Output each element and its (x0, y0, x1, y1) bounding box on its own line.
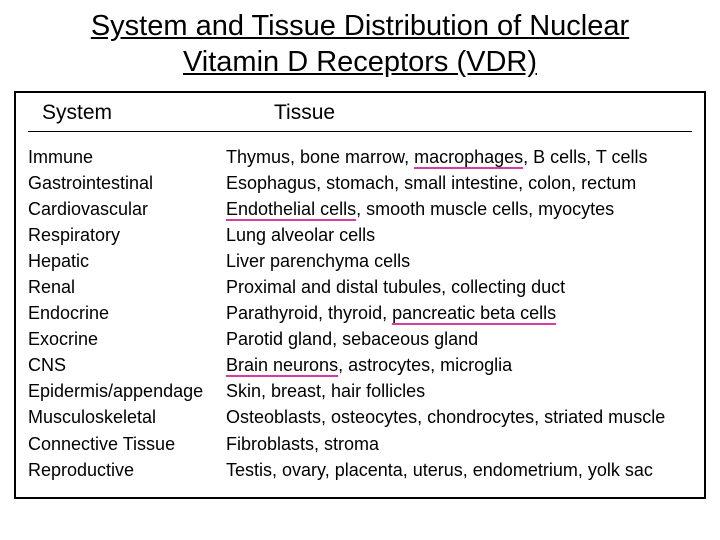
system-cell: Respiratory (28, 222, 226, 248)
tissue-cell: Esophagus, stomach, small intestine, col… (226, 170, 692, 196)
tissue-highlight: Endothelial cells (226, 199, 356, 221)
tissue-cell: Testis, ovary, placenta, uterus, endomet… (226, 457, 692, 483)
table-body: ImmuneThymus, bone marrow, macrophages, … (28, 144, 692, 483)
tissue-cell: Brain neurons, astrocytes, microglia (226, 352, 692, 378)
tissue-highlight: macrophages (414, 147, 523, 169)
tissue-cell: Endothelial cells, smooth muscle cells, … (226, 196, 692, 222)
table-row: ExocrineParotid gland, sebaceous gland (28, 326, 692, 352)
tissue-text: , B cells, T cells (523, 147, 647, 167)
table-row: Epidermis/appendageSkin, breast, hair fo… (28, 378, 692, 404)
tissue-cell: Fibroblasts, stroma (226, 431, 692, 457)
title-line-2: Vitamin D Receptors (VDR) (183, 46, 537, 78)
tissue-text: Skin, breast, hair follicles (226, 381, 425, 401)
system-cell: Endocrine (28, 300, 226, 326)
tissue-text: Testis, ovary, placenta, uterus, endomet… (226, 460, 653, 480)
table-row: RespiratoryLung alveolar cells (28, 222, 692, 248)
slide-title: System and Tissue Distribution of Nuclea… (14, 8, 706, 81)
tissue-cell: Proximal and distal tubules, collecting … (226, 274, 692, 300)
system-cell: Immune (28, 144, 226, 170)
table-row: EndocrineParathyroid, thyroid, pancreati… (28, 300, 692, 326)
system-cell: Cardiovascular (28, 196, 226, 222)
tissue-text: Proximal and distal tubules, collecting … (226, 277, 565, 297)
tissue-text: Parotid gland, sebaceous gland (226, 329, 478, 349)
tissue-cell: Thymus, bone marrow, macrophages, B cell… (226, 144, 692, 170)
system-cell: Reproductive (28, 457, 226, 483)
table-row: ReproductiveTestis, ovary, placenta, ute… (28, 457, 692, 483)
tissue-cell: Parathyroid, thyroid, pancreatic beta ce… (226, 300, 692, 326)
header-tissue: Tissue (226, 101, 692, 125)
system-cell: Renal (28, 274, 226, 300)
tissue-text: , smooth muscle cells, myocytes (356, 199, 614, 219)
table-row: GastrointestinalEsophagus, stomach, smal… (28, 170, 692, 196)
tissue-text: , astrocytes, microglia (338, 355, 512, 375)
table-header-row: System Tissue (28, 101, 692, 131)
tissue-text: Parathyroid, thyroid, (226, 303, 392, 323)
table-row: CNSBrain neurons, astrocytes, microglia (28, 352, 692, 378)
tissue-cell: Osteoblasts, osteocytes, chondrocytes, s… (226, 404, 692, 430)
tissue-cell: Skin, breast, hair follicles (226, 378, 692, 404)
system-cell: Musculoskeletal (28, 404, 226, 430)
table-row: ImmuneThymus, bone marrow, macrophages, … (28, 144, 692, 170)
tissue-text: Thymus, bone marrow, (226, 147, 414, 167)
tissue-highlight: Brain neurons (226, 355, 338, 377)
table-row: HepaticLiver parenchyma cells (28, 248, 692, 274)
tissue-highlight: pancreatic beta cells (392, 303, 556, 325)
header-divider (28, 131, 692, 132)
tissue-text: Lung alveolar cells (226, 225, 375, 245)
distribution-table: System Tissue ImmuneThymus, bone marrow,… (14, 91, 706, 499)
table-row: RenalProximal and distal tubules, collec… (28, 274, 692, 300)
system-cell: Hepatic (28, 248, 226, 274)
tissue-cell: Liver parenchyma cells (226, 248, 692, 274)
header-system: System (28, 101, 226, 125)
table-row: MusculoskeletalOsteoblasts, osteocytes, … (28, 404, 692, 430)
system-cell: Exocrine (28, 326, 226, 352)
title-line-1: System and Tissue Distribution of Nuclea… (91, 10, 629, 42)
system-cell: Epidermis/appendage (28, 378, 226, 404)
tissue-text: Fibroblasts, stroma (226, 434, 379, 454)
tissue-cell: Lung alveolar cells (226, 222, 692, 248)
system-cell: Gastrointestinal (28, 170, 226, 196)
tissue-cell: Parotid gland, sebaceous gland (226, 326, 692, 352)
system-cell: Connective Tissue (28, 431, 226, 457)
tissue-text: Osteoblasts, osteocytes, chondrocytes, s… (226, 407, 665, 427)
tissue-text: Esophagus, stomach, small intestine, col… (226, 173, 636, 193)
tissue-text: Liver parenchyma cells (226, 251, 410, 271)
table-row: Connective TissueFibroblasts, stroma (28, 431, 692, 457)
table-row: CardiovascularEndothelial cells, smooth … (28, 196, 692, 222)
system-cell: CNS (28, 352, 226, 378)
